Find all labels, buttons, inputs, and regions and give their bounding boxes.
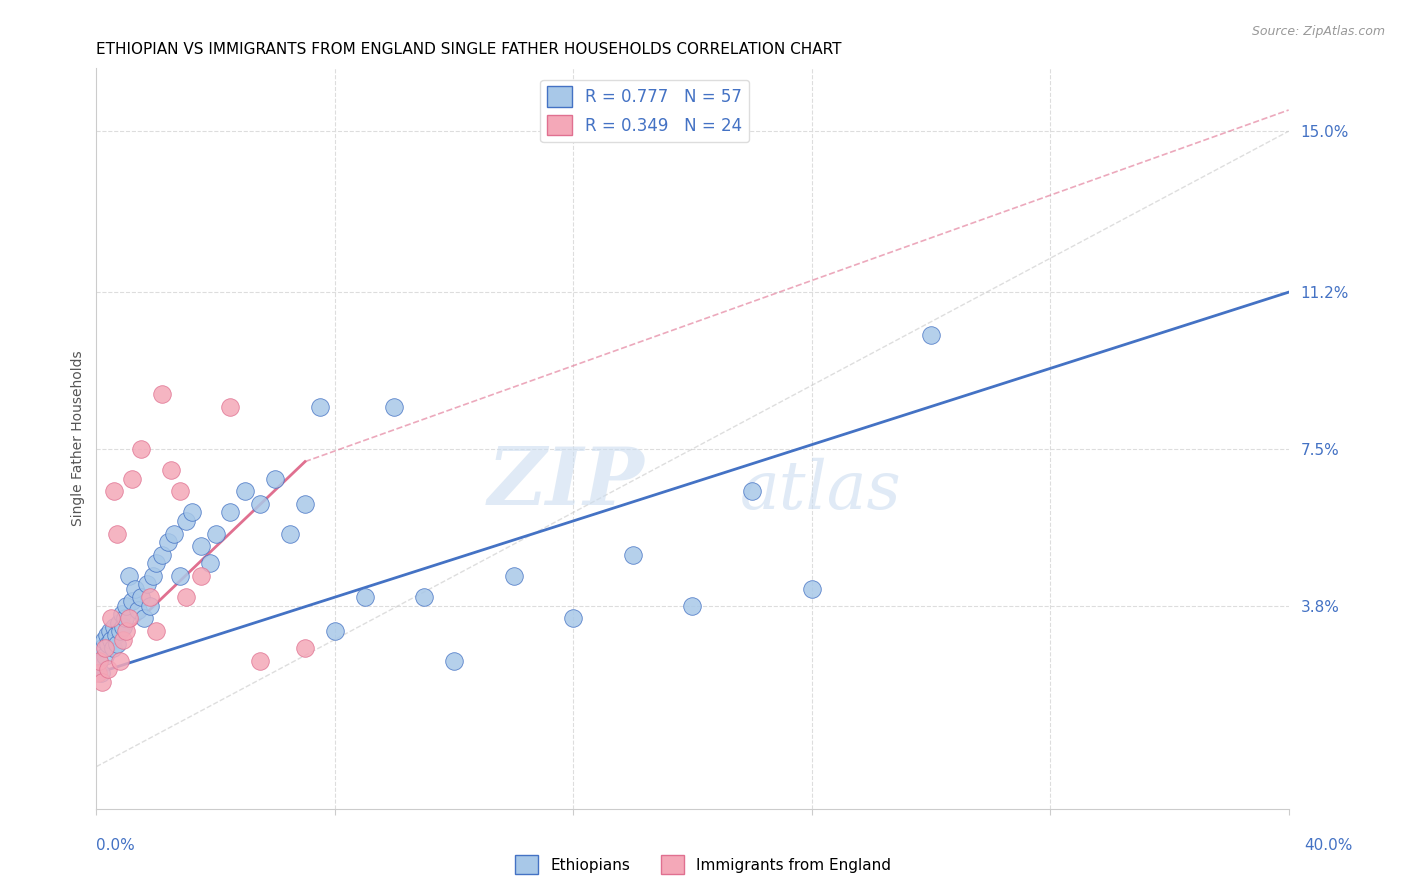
Point (741, 484, 763, 499)
Point (121, 594, 143, 608)
Text: atlas: atlas (740, 458, 901, 523)
Text: 40.0%: 40.0% (1305, 838, 1353, 853)
Legend: R = 0.777   N = 57, R = 0.349   N = 24: R = 0.777 N = 57, R = 0.349 N = 24 (540, 79, 749, 142)
Point (111, 607, 134, 621)
Point (87, 666, 110, 681)
Point (107, 615, 129, 630)
Point (198, 557, 221, 571)
Point (682, 599, 704, 613)
Point (323, 624, 346, 638)
Point (294, 640, 316, 655)
Y-axis label: Single Father Households: Single Father Households (72, 351, 86, 526)
Point (190, 569, 212, 583)
Point (96, 628, 118, 642)
Point (278, 526, 301, 541)
Point (235, 484, 257, 499)
Point (108, 624, 131, 638)
Point (94, 649, 117, 664)
Point (145, 624, 167, 638)
Point (136, 577, 159, 591)
Point (384, 400, 406, 414)
Point (150, 387, 173, 401)
Point (100, 632, 122, 647)
Point (562, 611, 585, 625)
Point (129, 442, 152, 456)
Point (249, 654, 271, 668)
Point (94, 640, 117, 655)
Point (90, 666, 112, 681)
Point (163, 526, 186, 541)
Point (150, 548, 173, 562)
Point (91, 640, 114, 655)
Point (204, 526, 226, 541)
Text: ETHIOPIAN VS IMMIGRANTS FROM ENGLAND SINGLE FATHER HOUSEHOLDS CORRELATION CHART: ETHIOPIAN VS IMMIGRANTS FROM ENGLAND SIN… (97, 42, 842, 57)
Text: 0.0%: 0.0% (96, 838, 135, 853)
Point (174, 590, 197, 604)
Point (174, 514, 197, 528)
Point (264, 472, 287, 486)
Point (920, 327, 942, 342)
Point (309, 400, 332, 414)
Point (413, 590, 436, 604)
Point (108, 654, 131, 668)
Point (139, 599, 162, 613)
Text: ZIP: ZIP (488, 444, 645, 522)
Point (103, 620, 125, 634)
Point (169, 484, 191, 499)
Point (621, 548, 644, 562)
Point (89, 654, 111, 668)
Point (105, 637, 128, 651)
Point (169, 569, 191, 583)
Point (115, 599, 138, 613)
Point (180, 506, 202, 520)
Point (145, 557, 167, 571)
Legend: Ethiopians, Immigrants from England: Ethiopians, Immigrants from England (509, 849, 897, 880)
Point (91, 674, 114, 689)
Point (93, 632, 115, 647)
Point (105, 526, 128, 541)
Point (114, 611, 136, 625)
Point (800, 582, 823, 596)
Point (129, 590, 152, 604)
Point (132, 611, 155, 625)
Point (127, 603, 149, 617)
Point (294, 497, 316, 511)
Point (219, 400, 242, 414)
Point (97, 662, 120, 676)
Point (219, 506, 242, 520)
Point (112, 632, 135, 647)
Point (160, 463, 183, 477)
Text: Source: ZipAtlas.com: Source: ZipAtlas.com (1251, 25, 1385, 38)
Point (353, 590, 375, 604)
Point (104, 628, 127, 642)
Point (89, 654, 111, 668)
Point (115, 624, 138, 638)
Point (142, 569, 165, 583)
Point (118, 569, 141, 583)
Point (98, 624, 121, 638)
Point (121, 472, 143, 486)
Point (190, 540, 212, 554)
Point (118, 611, 141, 625)
Point (502, 569, 524, 583)
Point (103, 484, 125, 499)
Point (443, 654, 465, 668)
Point (100, 611, 122, 625)
Point (139, 590, 162, 604)
Point (156, 535, 179, 549)
Point (124, 582, 146, 596)
Point (97, 637, 120, 651)
Point (112, 620, 135, 634)
Point (101, 640, 124, 655)
Point (249, 497, 271, 511)
